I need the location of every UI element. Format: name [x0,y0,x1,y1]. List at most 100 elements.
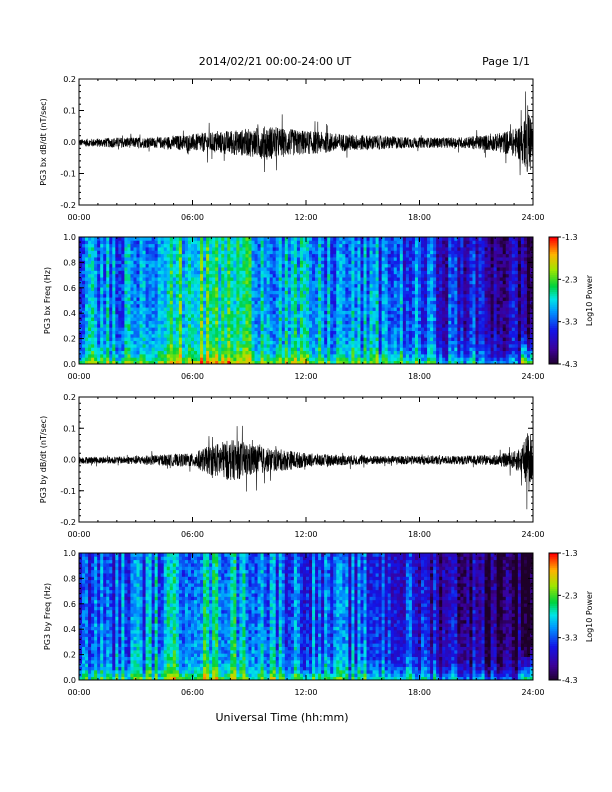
spectrogram-cell [360,253,364,258]
spectrogram-cell [433,270,437,275]
spectrogram-cell [384,287,389,291]
spectrogram-cell [151,337,156,341]
spectrogram-cell [221,310,225,315]
spectrogram-cell [242,240,246,245]
spectrogram-cell [354,307,358,311]
spectrogram-cell [408,293,413,298]
spectrogram-cell [302,250,307,255]
spectrogram-cell [281,277,286,281]
spectrogram-cell [154,270,159,275]
spectrogram-cell [327,297,331,301]
spectrogram-cell [157,300,162,305]
spectrogram-cell [157,273,162,278]
spectrogram-cell [257,237,261,241]
spectrogram-cell [369,340,373,345]
spectrogram-cell [245,280,249,285]
spectrogram-cell [100,350,104,355]
spectrogram-cell [184,280,189,285]
spectrogram-cell [136,253,140,258]
spectrogram-cell [336,307,340,311]
spectrogram-cell [160,280,165,285]
spectrogram-cell [460,257,464,261]
spectrogram-cell [194,353,198,358]
spectrogram-cell [197,310,201,315]
spectrogram-cell [354,263,358,268]
spectrogram-cell [172,287,177,291]
spectrogram-cell [94,337,98,341]
spectrogram-cell [136,273,140,278]
spectrogram-cell [85,357,89,362]
spectrogram-cell [372,237,377,241]
spectrogram-cell [239,260,243,265]
spectrogram-cell [448,353,452,358]
spectrogram-cell [254,317,258,321]
spectrogram-cell [333,243,337,248]
spectrogram-cell [194,310,198,315]
spectrogram-cell [239,313,243,318]
spectrogram-cell [354,333,358,338]
spectrogram-cell [393,253,398,258]
spectrogram-cell [448,347,452,352]
spectrogram-cell [175,333,180,338]
spectrogram-cell [396,293,401,298]
spectrogram-cell [227,337,231,341]
spectrogram-cell [424,263,428,268]
spectrogram-cell [115,357,119,362]
spectrogram-cell [79,330,83,335]
spectrogram-cell [411,263,416,268]
spectrogram-cell [212,310,216,315]
spectrogram-cell [242,330,246,335]
spectrogram-cell [109,347,113,352]
spectrogram-cell [115,270,119,275]
spectrogram-cell [396,323,401,328]
spectrogram-cell [369,327,373,331]
spectrogram-cell [266,267,271,271]
spectrogram-cell [221,240,225,245]
spectrogram-cell [197,350,201,355]
spectrogram-cell [342,287,346,291]
spectrogram-cell [136,263,140,268]
spectrogram-cell [439,353,443,358]
spectrogram-cell [417,277,422,281]
spectrogram-cell [284,323,289,328]
spectrogram-cell [233,260,237,265]
spectrogram-cell [142,327,146,331]
spectrogram-cell [127,330,131,335]
spectrogram-cell [79,317,83,321]
spectrogram-cell [236,307,240,311]
spectrogram-cell [236,310,240,315]
spectrogram-cell [357,243,361,248]
spectrogram-cell [381,247,386,251]
spectrogram-cell [154,287,159,291]
spectrogram-cell [106,333,110,338]
spectrogram-cell [197,253,201,258]
spectrogram-cell [88,347,92,352]
spectrogram-cell [309,340,313,345]
spectrogram-cell [263,240,268,245]
spectrogram-cell [414,240,419,245]
spectrogram-cell [363,287,367,291]
spectrogram-cell [148,257,153,261]
spectrogram-cell [212,267,216,271]
spectrogram-cell [169,250,174,255]
spectrogram-cell [169,240,174,245]
spectrogram-cell [296,303,301,308]
spectrogram-cell [278,253,283,258]
spectrogram-cell [433,267,437,271]
spectrogram-cell [203,267,207,271]
spectrogram-cell [245,330,249,335]
spectrogram-cell [451,263,455,268]
spectrogram-cell [439,300,443,305]
spectrogram-cell [221,270,225,275]
spectrogram-cell [463,340,467,345]
spectrogram-cell [172,280,177,285]
spectrogram-cell [433,300,437,305]
spectrogram-cell [275,343,280,348]
spectrogram-cell [414,250,419,255]
spectrogram-cell [333,330,337,335]
spectrogram-cell [118,247,122,251]
spectrogram-cell [257,347,261,352]
spectrogram-cell [445,310,449,315]
spectrogram-cell [399,280,404,285]
spectrogram-cell [306,327,310,331]
